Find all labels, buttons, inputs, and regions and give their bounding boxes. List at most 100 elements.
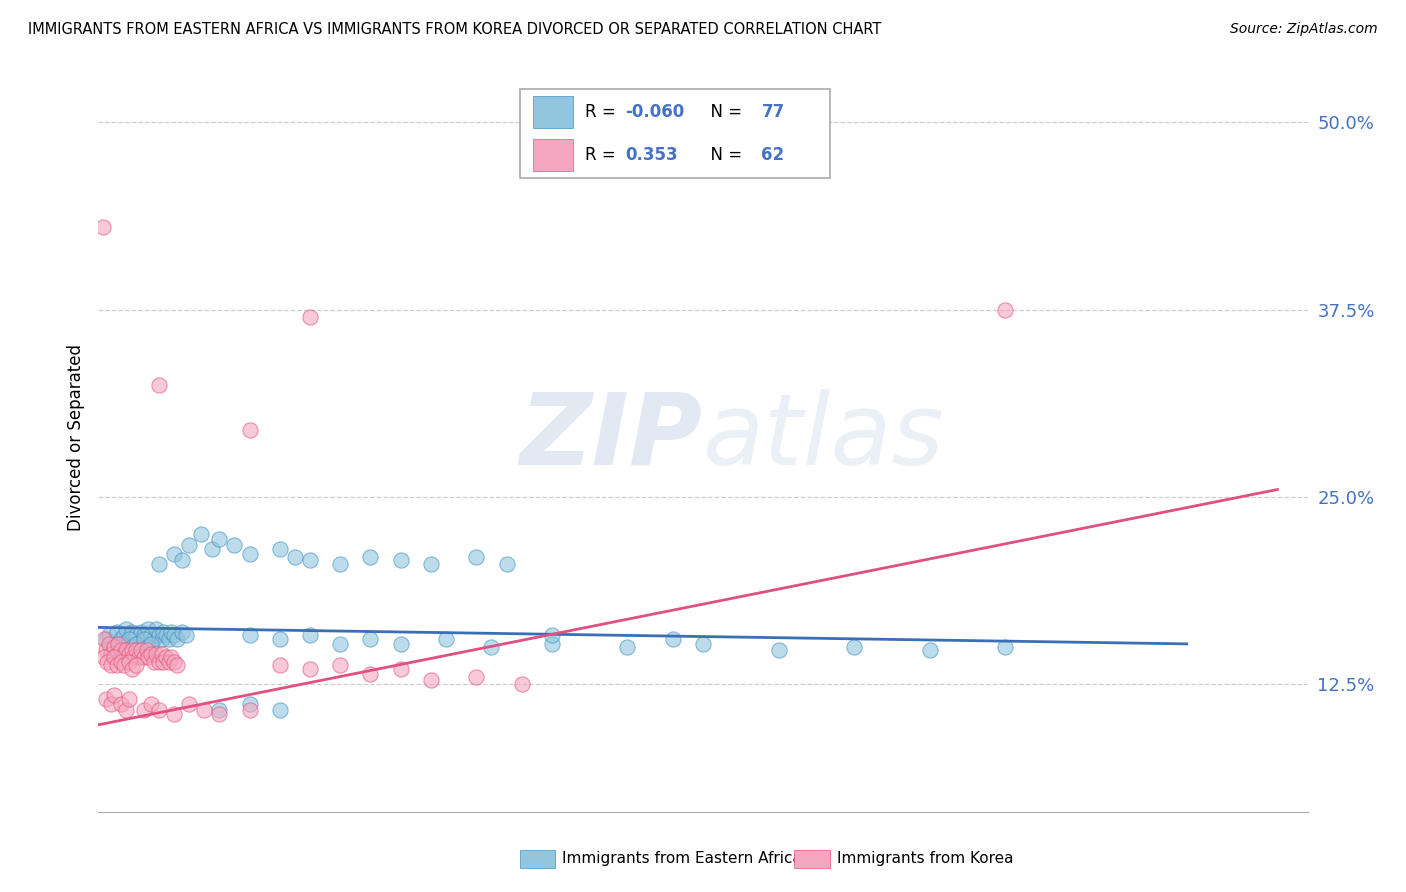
Point	[152, 655, 174, 669]
Text: Immigrants from Korea: Immigrants from Korea	[837, 852, 1014, 866]
Point	[114, 643, 136, 657]
Point	[155, 628, 177, 642]
Point	[159, 632, 181, 647]
Point	[170, 553, 193, 567]
Point	[148, 628, 170, 642]
Point	[190, 527, 212, 541]
Point	[163, 628, 186, 642]
Point	[239, 628, 262, 642]
Text: Immigrants from Eastern Africa: Immigrants from Eastern Africa	[562, 852, 803, 866]
Point	[110, 697, 132, 711]
Point	[125, 637, 148, 651]
Point	[155, 650, 177, 665]
Point	[148, 655, 170, 669]
Point	[112, 657, 135, 672]
Point	[208, 707, 231, 722]
Point	[129, 624, 152, 639]
Point	[360, 632, 382, 647]
Point	[114, 643, 136, 657]
Point	[112, 648, 135, 662]
Point	[148, 558, 170, 572]
Point	[103, 643, 125, 657]
Point	[389, 662, 412, 676]
Point	[299, 310, 322, 325]
Point	[128, 637, 150, 651]
Point	[129, 643, 152, 657]
Point	[132, 632, 155, 647]
Point	[269, 657, 291, 672]
Point	[105, 657, 128, 672]
Point	[100, 643, 122, 657]
Point	[239, 423, 262, 437]
Point	[132, 650, 155, 665]
Point	[110, 655, 132, 669]
Point	[96, 655, 118, 669]
Point	[132, 703, 155, 717]
Point	[121, 643, 143, 657]
Bar	[533, 96, 572, 128]
Point	[193, 703, 215, 717]
Point	[112, 628, 135, 642]
Point	[160, 624, 183, 639]
Point	[100, 648, 122, 662]
Point	[121, 662, 143, 676]
Text: IMMIGRANTS FROM EASTERN AFRICA VS IMMIGRANTS FROM KOREA DIVORCED OR SEPARATED CO: IMMIGRANTS FROM EASTERN AFRICA VS IMMIGR…	[28, 22, 882, 37]
Y-axis label: Divorced or Separated: Divorced or Separated	[66, 343, 84, 531]
Text: atlas: atlas	[703, 389, 945, 485]
Text: R =: R =	[585, 146, 627, 164]
Point	[125, 657, 148, 672]
Point	[768, 643, 790, 657]
Point	[105, 624, 128, 639]
Point	[208, 532, 231, 546]
Point	[159, 655, 181, 669]
Point	[174, 628, 197, 642]
FancyBboxPatch shape	[520, 89, 830, 178]
Point	[465, 670, 488, 684]
Point	[100, 657, 122, 672]
Point	[269, 703, 291, 717]
Point	[148, 377, 170, 392]
Point	[118, 648, 141, 662]
Point	[329, 558, 352, 572]
Point	[239, 547, 262, 561]
Point	[118, 655, 141, 669]
Point	[110, 632, 132, 647]
Text: -0.060: -0.060	[626, 103, 685, 121]
Point	[152, 624, 174, 639]
Point	[91, 220, 114, 235]
Point	[141, 697, 163, 711]
Point	[420, 558, 443, 572]
Point	[150, 632, 173, 647]
Text: R =: R =	[585, 103, 621, 121]
Text: 0.353: 0.353	[626, 146, 678, 164]
Point	[143, 632, 166, 647]
Point	[141, 637, 163, 651]
Point	[994, 302, 1017, 317]
Point	[107, 637, 129, 651]
Point	[114, 703, 136, 717]
Point	[329, 637, 352, 651]
Point	[420, 673, 443, 687]
Text: N =: N =	[700, 103, 747, 121]
Point	[434, 632, 457, 647]
Point	[918, 643, 941, 657]
Point	[129, 643, 152, 657]
Point	[160, 650, 183, 665]
Point	[121, 640, 143, 654]
Point	[136, 622, 159, 636]
Point	[128, 650, 150, 665]
Point	[94, 643, 117, 657]
Text: ZIP: ZIP	[520, 389, 703, 485]
Text: N =: N =	[700, 146, 747, 164]
Point	[103, 640, 125, 654]
Point	[125, 628, 148, 642]
Bar	[533, 139, 572, 171]
Point	[125, 643, 148, 657]
Point	[100, 697, 122, 711]
Point	[360, 666, 382, 681]
Point	[163, 547, 186, 561]
Point	[299, 553, 322, 567]
Point	[121, 624, 143, 639]
Point	[105, 648, 128, 662]
Point	[118, 692, 141, 706]
